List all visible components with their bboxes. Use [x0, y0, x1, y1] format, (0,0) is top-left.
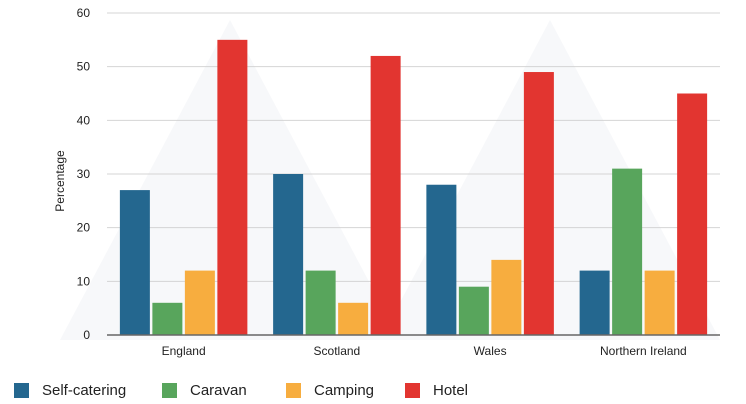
bar-camping-wales [491, 259, 522, 335]
bar-caravan-england [152, 302, 183, 335]
bar-self-catering-scotland [273, 174, 304, 335]
bar-hotel-northern-ireland [677, 93, 708, 335]
bar-caravan-northern-ireland [612, 168, 643, 335]
bar-self-catering-northern-ireland [579, 270, 610, 335]
legend: Self-catering Caravan Camping Hotel [14, 382, 468, 399]
x-tick-label: England [162, 344, 206, 358]
legend-label: Self-catering [42, 382, 126, 399]
y-tick-label: 40 [77, 113, 91, 127]
bar-caravan-scotland [305, 270, 336, 335]
legend-swatch [14, 383, 29, 398]
bars [119, 39, 708, 336]
x-axis: England Scotland Wales Northern Ireland [162, 344, 687, 358]
y-tick-label: 60 [77, 6, 91, 20]
legend-swatch [286, 383, 301, 398]
legend-swatch [162, 383, 177, 398]
bar-hotel-wales [523, 72, 554, 336]
y-tick-label: 10 [77, 274, 91, 288]
y-tick-label: 0 [83, 328, 90, 342]
legend-swatch [405, 383, 420, 398]
y-tick-label: 20 [77, 221, 91, 235]
x-tick-label: Northern Ireland [600, 344, 687, 358]
legend-label: Camping [314, 382, 374, 399]
y-axis: 0 10 20 30 40 50 60 [77, 6, 91, 342]
bar-camping-scotland [338, 302, 369, 335]
x-tick-label: Wales [474, 344, 507, 358]
bar-camping-england [184, 270, 215, 335]
bar-self-catering-england [119, 190, 150, 335]
bar-hotel-england [217, 39, 248, 335]
legend-label: Caravan [190, 382, 247, 399]
bar-hotel-scotland [370, 55, 401, 335]
x-tick-label: Scotland [314, 344, 361, 358]
legend-label: Hotel [433, 382, 468, 399]
y-axis-label: Percentage [53, 150, 67, 212]
bar-camping-northern-ireland [644, 270, 675, 335]
bar-caravan-wales [458, 286, 489, 335]
y-tick-label: 30 [77, 167, 91, 181]
y-tick-label: 50 [77, 60, 91, 74]
bar-self-catering-wales [426, 184, 457, 335]
